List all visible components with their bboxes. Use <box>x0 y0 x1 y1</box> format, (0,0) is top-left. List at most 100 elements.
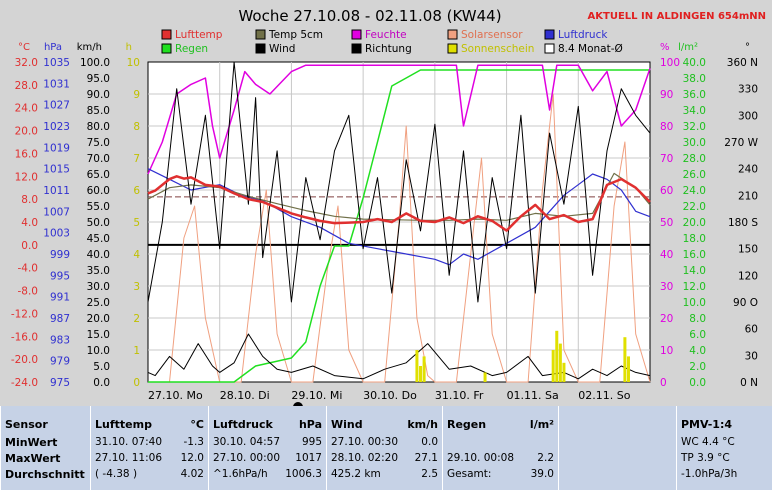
stats-lufttemp-avg-value: 4.02 <box>180 468 204 480</box>
axis-tick-1-3: 1023 <box>43 121 70 133</box>
axis-tick-5-10: 20.0 <box>683 217 706 229</box>
series-line-wind <box>147 333 651 380</box>
legend-swatch-luftdruck <box>544 29 555 40</box>
axis-tick-4-0: 100 <box>660 57 680 69</box>
axis-tick-2-16: 20.0 <box>87 313 110 325</box>
stats-pmv-dewpoint: TP 3.9 °C <box>681 452 730 464</box>
axis-tick-2-18: 10.0 <box>87 345 110 357</box>
stats-luftdruck: Luftdruck hPa 30.10. 04:57 995 27.10. 00:0… <box>208 406 326 490</box>
axis-tick-2-9: 55.0 <box>87 201 110 213</box>
axis-tick-1-15: 975 <box>50 377 70 389</box>
axis-tick-6-1: 330 <box>738 84 758 96</box>
axis-tick-3-3: 7 <box>133 153 140 165</box>
stats-wind: Wind km/h 27.10. 00:30 0.0 28.10. 02:20 27.… <box>326 406 442 490</box>
stats-wind-min-value: 0.0 <box>421 436 438 448</box>
stats-luftdruck-max-value: 1017 <box>295 452 322 464</box>
axis-tick-4-7: 30 <box>660 281 673 293</box>
legend-label-luftdruck: Luftdruck <box>558 29 608 41</box>
axis-tick-0-3: 20.0 <box>15 126 38 138</box>
axis-unit-4: % <box>660 42 670 53</box>
stats-spacer <box>558 406 676 490</box>
axis-tick-1-0: 1035 <box>43 57 70 69</box>
axis-tick-1-8: 1003 <box>43 228 70 240</box>
legend-label-sonnenschein: Sonnenschein <box>461 43 534 55</box>
statistics-panel: Sensor MinWert MaxWert Durchschnitt Luft… <box>0 406 772 490</box>
axis-tick-0-6: 8.0 <box>21 194 38 206</box>
axis-tick-5-1: 38.0 <box>683 73 706 85</box>
stats-lufttemp-avg-note: ( -4.38 ) <box>95 468 138 480</box>
axis-tick-5-19: 2.0 <box>689 361 706 373</box>
weather-chart: Woche 27.10.08 - 02.11.08 (KW44) AKTUELL… <box>10 7 766 406</box>
stats-regen: Regen l/m² 29.10. 00:08 2.2 Gesamt: 39.0 <box>442 406 558 490</box>
x-label-2: 29.10. Mi <box>291 389 342 402</box>
series-line-feuchte <box>147 64 651 175</box>
axis-unit-6: ° <box>745 42 750 53</box>
axis-tick-1-4: 1019 <box>43 142 70 154</box>
axis-tick-5-11: 18.0 <box>683 233 706 245</box>
legend-label-lufttemp: Lufttemp <box>175 29 223 41</box>
axis-tick-2-2: 90.0 <box>87 89 110 101</box>
axis-tick-0-7: 4.0 <box>21 217 38 229</box>
legend-swatch-solarsensor <box>447 29 458 40</box>
axis-tick-5-15: 10.0 <box>683 297 706 309</box>
stats-luftdruck-unit: hPa <box>298 418 322 431</box>
legend-swatch-richtung <box>351 43 362 54</box>
axis-tick-2-7: 65.0 <box>87 169 110 181</box>
legend-label-regen: Regen <box>175 43 208 55</box>
sunshine-bar <box>419 366 423 382</box>
axis-tick-6-9: 90 O <box>733 297 758 309</box>
axis-tick-3-7: 3 <box>133 281 140 293</box>
axis-tick-1-11: 991 <box>50 292 70 304</box>
stats-regen-max-time: 29.10. 00:08 <box>447 452 514 464</box>
axis-tick-5-17: 6.0 <box>689 329 706 341</box>
axis-tick-2-12: 40.0 <box>87 249 110 261</box>
sunshine-bar <box>626 356 630 382</box>
axis-tick-3-0: 10 <box>127 57 140 69</box>
legend-label-temp5cm: Temp 5cm <box>268 29 323 41</box>
stats-row-label-min: MinWert <box>5 436 58 449</box>
chart-legend: Lufttemp Temp 5cm Feuchte Solarsensor Luftdr… <box>161 29 623 55</box>
stats-regen-unit: l/m² <box>529 418 554 431</box>
sunshine-bar <box>555 330 559 382</box>
axis-tick-1-5: 1015 <box>43 164 70 176</box>
axis-tick-6-5: 210 <box>738 190 758 202</box>
location-banner: AKTUELL IN ALDINGEN 654mNN <box>588 11 766 22</box>
axis-tick-5-5: 30.0 <box>683 137 706 149</box>
stats-luftdruck-min-time: 30.10. 04:57 <box>213 436 280 448</box>
axis-tick-2-13: 35.0 <box>87 265 110 277</box>
axis-tick-2-5: 75.0 <box>87 137 110 149</box>
stats-wind-min-time: 27.10. 00:30 <box>331 436 398 448</box>
axis-tick-6-7: 150 <box>738 244 758 256</box>
axis-tick-5-16: 8.0 <box>689 313 706 325</box>
axis-unit-2: km/h <box>77 42 102 53</box>
stats-luftdruck-min-value: 995 <box>301 436 322 448</box>
sunshine-bar <box>551 350 555 382</box>
axis-tick-5-2: 36.0 <box>683 89 706 101</box>
axis-tick-1-9: 999 <box>50 249 70 261</box>
axis-tick-2-4: 80.0 <box>87 121 110 133</box>
axis-tick-0-2: 24.0 <box>15 103 38 115</box>
axis-tick-5-3: 34.0 <box>683 105 706 117</box>
axis-tick-0-0: 32.0 <box>15 57 38 69</box>
axis-tick-2-14: 30.0 <box>87 281 110 293</box>
legend-label-solarsensor: Solarsensor <box>461 29 523 41</box>
axis-unit-5: l/m² <box>678 42 698 53</box>
stats-regen-max-value: 2.2 <box>537 452 554 464</box>
stats-luftdruck-avg-value: 1006.3 <box>285 468 322 480</box>
axis-unit-1: hPa <box>44 42 62 53</box>
series-line-lufttemp <box>147 175 651 232</box>
axis-tick-4-2: 80 <box>660 121 673 133</box>
axis-tick-1-12: 987 <box>50 313 70 325</box>
axis-tick-6-11: 30 <box>745 350 758 362</box>
axis-tick-1-10: 995 <box>50 270 70 282</box>
chart-grid <box>148 62 650 382</box>
sunshine-bar <box>422 356 426 382</box>
axis-tick-5-0: 40.0 <box>683 57 706 69</box>
stats-lufttemp-title: Lufttemp <box>95 418 152 431</box>
axis-tick-5-6: 28.0 <box>683 153 706 165</box>
axis-tick-5-20: 0.0 <box>689 377 706 389</box>
stats-wind-unit: km/h <box>407 418 438 431</box>
x-label-4: 31.10. Fr <box>435 389 484 402</box>
axis-tick-2-8: 60.0 <box>87 185 110 197</box>
axis-tick-6-10: 60 <box>745 324 758 336</box>
